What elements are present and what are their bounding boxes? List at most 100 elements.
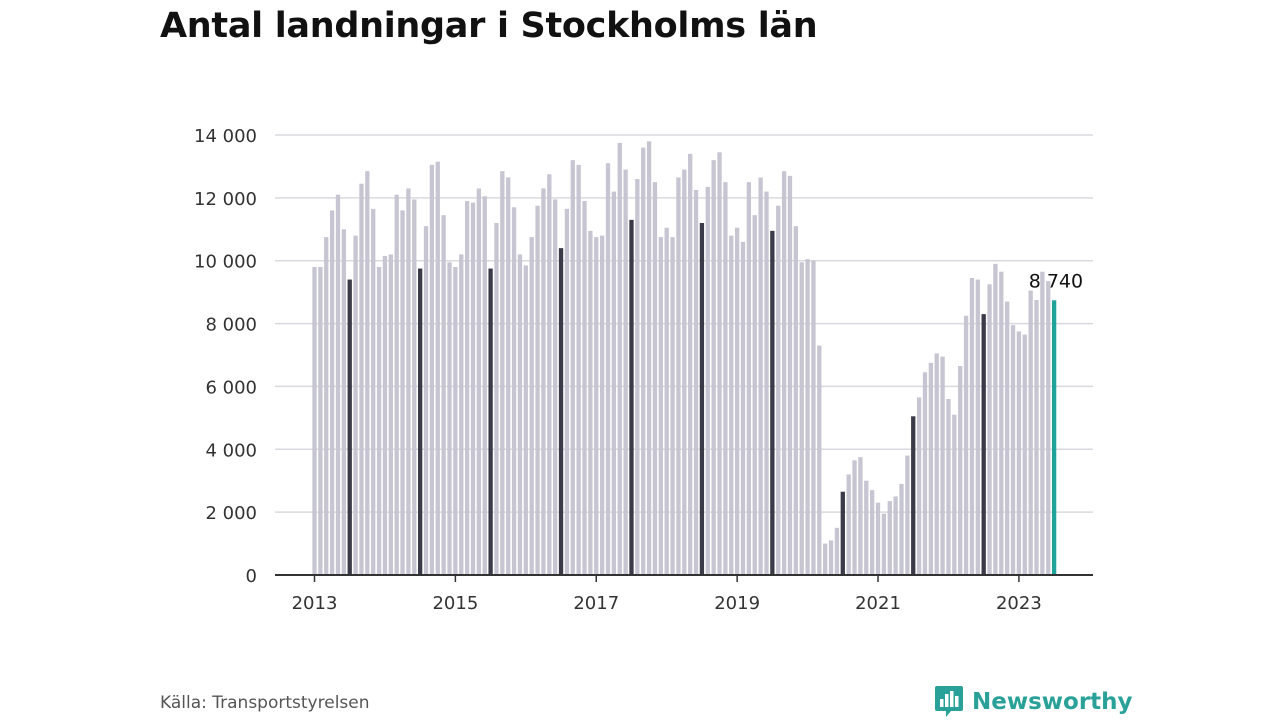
bar <box>958 366 963 575</box>
bar <box>887 501 892 575</box>
x-tick-label: 2015 <box>432 593 478 614</box>
x-tick-label: 2023 <box>996 593 1042 614</box>
bar-july <box>418 268 423 575</box>
y-tick-label: 10 000 <box>194 252 257 273</box>
bar <box>705 186 710 576</box>
bar <box>999 271 1004 575</box>
bar <box>312 267 317 575</box>
bar <box>963 315 969 575</box>
bar <box>969 278 975 575</box>
bar <box>365 171 370 575</box>
bar <box>817 345 822 575</box>
bar <box>582 201 587 575</box>
bar <box>952 414 957 575</box>
bar <box>893 496 898 575</box>
bar <box>758 177 763 575</box>
bar <box>376 267 382 575</box>
bar <box>652 182 658 575</box>
bar <box>341 229 346 576</box>
bar <box>646 141 652 576</box>
bar <box>1005 301 1010 575</box>
bar <box>787 175 793 576</box>
bar <box>353 235 358 575</box>
bar <box>993 263 998 575</box>
bar <box>688 153 693 576</box>
y-tick-label: 8 000 <box>205 315 257 336</box>
bar <box>523 265 528 575</box>
bar <box>682 169 687 575</box>
bar <box>670 237 675 575</box>
bar <box>852 460 857 575</box>
bar-july <box>558 248 564 575</box>
bar <box>459 254 464 575</box>
source-note: Källa: Transportstyrelsen <box>160 693 370 713</box>
brand-name: Newsworthy <box>972 689 1133 715</box>
bar-latest <box>1051 300 1057 575</box>
bar <box>781 171 787 575</box>
bar <box>517 254 523 575</box>
bar <box>429 164 435 576</box>
bar <box>482 196 487 576</box>
annotations: 8 740 <box>1029 270 1083 292</box>
bar <box>470 202 476 575</box>
bar <box>318 267 323 575</box>
bar <box>447 262 452 575</box>
bar <box>664 227 669 575</box>
bar <box>500 171 505 575</box>
bar-july <box>629 219 634 576</box>
bar <box>723 182 728 575</box>
bar <box>588 230 593 576</box>
bar <box>594 237 599 575</box>
bar <box>922 372 928 575</box>
bar <box>476 188 482 575</box>
bar <box>764 191 769 575</box>
bar-july <box>911 416 916 575</box>
bar <box>635 179 640 575</box>
bar <box>881 513 887 575</box>
bar <box>617 142 622 576</box>
latest-value-label: 8 740 <box>1029 270 1083 292</box>
bar <box>899 483 904 575</box>
bar <box>388 254 393 575</box>
bar <box>605 163 611 576</box>
bar <box>511 207 517 576</box>
chart-title: Antal landningar i Stockholms län <box>160 6 818 46</box>
bar <box>335 194 341 575</box>
bar <box>834 527 840 575</box>
bar <box>729 235 734 575</box>
bar <box>1010 325 1016 575</box>
bar <box>541 188 546 575</box>
brand-logo: Newsworthy <box>934 684 1133 720</box>
x-tick-label: 2019 <box>714 593 760 614</box>
y-tick-label: 6 000 <box>205 377 257 398</box>
bar <box>553 199 558 575</box>
bar <box>846 474 851 575</box>
bar <box>1022 334 1027 575</box>
bar <box>359 183 364 575</box>
bar <box>658 237 663 575</box>
bar <box>776 205 781 575</box>
y-tick-label: 12 000 <box>194 189 257 210</box>
bar <box>382 256 388 575</box>
bar <box>1040 271 1045 575</box>
bar <box>324 237 329 575</box>
bar <box>1034 300 1039 575</box>
bar <box>412 199 417 575</box>
y-tick-label: 0 <box>246 566 257 587</box>
bar <box>975 279 980 575</box>
bar <box>441 215 446 575</box>
bar <box>905 455 910 575</box>
bar <box>611 191 617 575</box>
bar <box>946 399 951 575</box>
bar <box>506 177 511 575</box>
bar <box>693 190 699 575</box>
bar <box>435 161 440 575</box>
y-tick-label: 2 000 <box>205 503 257 524</box>
bar <box>1016 331 1022 575</box>
bar <box>711 160 716 575</box>
bar <box>916 397 922 575</box>
bar <box>494 223 499 575</box>
bar <box>1028 290 1033 575</box>
y-tick-label: 14 000 <box>194 126 257 147</box>
bar <box>599 235 605 575</box>
